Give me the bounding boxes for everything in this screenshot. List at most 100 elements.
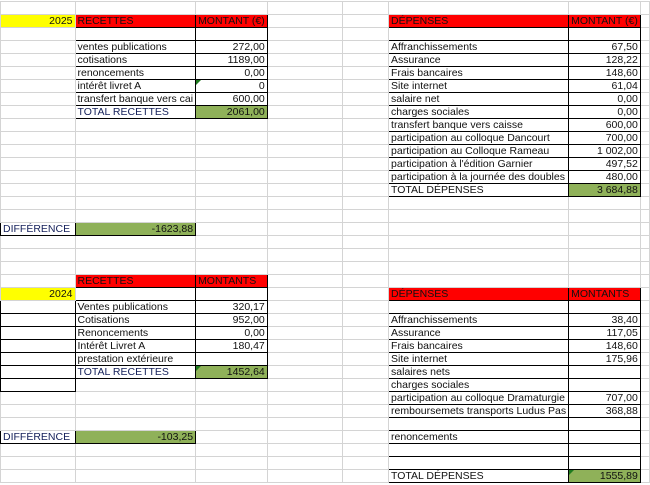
cell-b8[interactable]: transfert banque vers cai: [74, 92, 197, 106]
empty-cell[interactable]: [0, 1, 76, 15]
empty-cell[interactable]: [639, 144, 650, 158]
cell-f4[interactable]: Affranchissements: [388, 40, 570, 54]
cell-b3[interactable]: [74, 27, 197, 41]
empty-cell[interactable]: [0, 53, 76, 67]
cell-c6[interactable]: 0,00: [195, 66, 268, 80]
cell-g4[interactable]: 67,50: [568, 40, 641, 54]
cell-g6[interactable]: 148,60: [568, 66, 641, 80]
empty-cell[interactable]: [74, 118, 197, 132]
empty-cell[interactable]: [341, 248, 390, 262]
empty-cell[interactable]: [266, 170, 343, 184]
cell-f12[interactable]: participation au Colloque Rameau: [388, 144, 570, 158]
empty-cell[interactable]: [74, 1, 197, 15]
cell-f7[interactable]: Site internet: [388, 79, 570, 93]
empty-cell[interactable]: [0, 66, 76, 80]
empty-cell[interactable]: [341, 40, 390, 54]
empty-cell[interactable]: [195, 222, 268, 236]
cell-a25[interactable]: [0, 313, 76, 327]
cell-f37[interactable]: TOTAL DÉPENSES: [388, 469, 570, 483]
empty-cell[interactable]: [639, 456, 650, 470]
empty-cell[interactable]: [0, 417, 76, 431]
empty-cell[interactable]: [266, 313, 343, 327]
cell-g14[interactable]: 480,00: [568, 170, 641, 184]
empty-cell[interactable]: [639, 378, 650, 392]
empty-cell[interactable]: [266, 469, 343, 483]
empty-cell[interactable]: [341, 391, 390, 405]
empty-cell[interactable]: [74, 456, 197, 470]
empty-cell[interactable]: [0, 248, 76, 262]
cell-g23[interactable]: MONTANTS: [568, 287, 641, 301]
empty-cell[interactable]: [266, 118, 343, 132]
empty-cell[interactable]: [266, 274, 343, 288]
empty-cell[interactable]: [639, 27, 650, 41]
cell-f35[interactable]: [388, 443, 570, 457]
cell-g33[interactable]: [568, 417, 641, 431]
cell-a23[interactable]: 2024: [0, 287, 76, 301]
empty-cell[interactable]: [266, 378, 343, 392]
empty-cell[interactable]: [266, 443, 343, 457]
empty-cell[interactable]: [0, 79, 76, 93]
cell-a24[interactable]: [0, 300, 76, 314]
empty-cell[interactable]: [266, 27, 343, 41]
cell-f24[interactable]: [388, 300, 570, 314]
cell-g11[interactable]: 700,00: [568, 131, 641, 145]
empty-cell[interactable]: [639, 131, 650, 145]
empty-cell[interactable]: [266, 339, 343, 353]
empty-cell[interactable]: [0, 274, 76, 288]
cell-c25[interactable]: 952,00: [195, 313, 268, 327]
empty-cell[interactable]: [195, 144, 268, 158]
empty-cell[interactable]: [639, 209, 650, 223]
empty-cell[interactable]: [341, 378, 390, 392]
empty-cell[interactable]: [341, 235, 390, 249]
cell-c4[interactable]: 272,00: [195, 40, 268, 54]
empty-cell[interactable]: [74, 144, 197, 158]
cell-f26[interactable]: Assurance: [388, 326, 570, 340]
empty-cell[interactable]: [195, 417, 268, 431]
cell-f33[interactable]: [388, 417, 570, 431]
empty-cell[interactable]: [0, 157, 76, 171]
empty-cell[interactable]: [0, 469, 76, 483]
empty-cell[interactable]: [74, 235, 197, 249]
empty-cell[interactable]: [266, 53, 343, 67]
cell-g36[interactable]: [568, 456, 641, 470]
empty-cell[interactable]: [195, 1, 268, 15]
cell-f36[interactable]: [388, 456, 570, 470]
empty-cell[interactable]: [0, 196, 76, 210]
cell-c27[interactable]: 180,47: [195, 339, 268, 353]
empty-cell[interactable]: [639, 391, 650, 405]
empty-cell[interactable]: [568, 235, 641, 249]
cell-f11[interactable]: participation au colloque Dancourt: [388, 131, 570, 145]
cell-c2[interactable]: MONTANT (€): [195, 14, 268, 28]
empty-cell[interactable]: [639, 183, 650, 197]
empty-cell[interactable]: [266, 131, 343, 145]
empty-cell[interactable]: [568, 1, 641, 15]
empty-cell[interactable]: [0, 131, 76, 145]
empty-cell[interactable]: [639, 222, 650, 236]
cell-g25[interactable]: 38,40: [568, 313, 641, 327]
empty-cell[interactable]: [0, 118, 76, 132]
empty-cell[interactable]: [341, 443, 390, 457]
empty-cell[interactable]: [195, 469, 268, 483]
empty-cell[interactable]: [0, 391, 76, 405]
empty-cell[interactable]: [195, 443, 268, 457]
empty-cell[interactable]: [639, 14, 650, 28]
cell-g32[interactable]: 368,88: [568, 404, 641, 418]
empty-cell[interactable]: [195, 196, 268, 210]
cell-g15[interactable]: 3 684,88: [568, 183, 641, 197]
empty-cell[interactable]: [341, 274, 390, 288]
empty-cell[interactable]: [639, 40, 650, 54]
empty-cell[interactable]: [0, 183, 76, 197]
empty-cell[interactable]: [266, 456, 343, 470]
empty-cell[interactable]: [74, 404, 197, 418]
empty-cell[interactable]: [266, 248, 343, 262]
cell-b9[interactable]: TOTAL RECETTES: [74, 105, 197, 119]
empty-cell[interactable]: [74, 261, 197, 275]
empty-cell[interactable]: [341, 222, 390, 236]
cell-f25[interactable]: Affranchissements: [388, 313, 570, 327]
cell-c26[interactable]: 0,00: [195, 326, 268, 340]
empty-cell[interactable]: [195, 183, 268, 197]
empty-cell[interactable]: [195, 261, 268, 275]
empty-cell[interactable]: [341, 339, 390, 353]
cell-f9[interactable]: charges sociales: [388, 105, 570, 119]
empty-cell[interactable]: [266, 365, 343, 379]
